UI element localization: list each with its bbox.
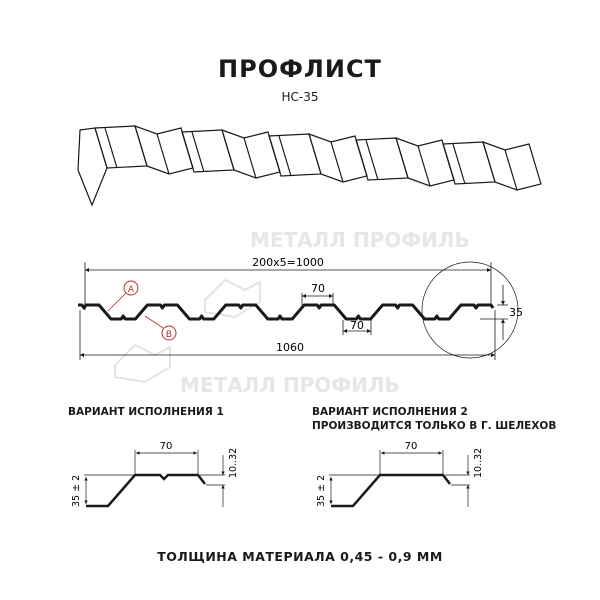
- marker-b-label: B: [166, 330, 172, 340]
- variant1-detail: [84, 450, 225, 508]
- v1-width-label: 70: [160, 441, 173, 452]
- total-width-label: 1060: [276, 341, 304, 354]
- watermark-text: МЕТАЛЛ ПРОФИЛЬ: [250, 228, 470, 252]
- height-label: 35: [509, 306, 523, 319]
- v2-width-label: 70: [405, 441, 418, 452]
- span-label: 200x5=1000: [252, 256, 324, 269]
- variant2-note: ПРОИЗВОДИТСЯ ТОЛЬКО В Г. ШЕЛЕХОВ: [312, 420, 557, 432]
- watermark-text: МЕТАЛЛ ПРОФИЛЬ: [180, 373, 400, 397]
- variant2-label: ВАРИАНТ ИСПОЛНЕНИЯ 2: [312, 406, 468, 418]
- profile-section: [78, 303, 495, 321]
- v1-height-label: 35 ± 2: [71, 475, 82, 507]
- marker-a-label: A: [128, 285, 135, 295]
- variant1-label: ВАРИАНТ ИСПОЛНЕНИЯ 1: [68, 406, 224, 418]
- marker-b: [161, 325, 177, 341]
- variant2-detail: [329, 450, 470, 508]
- profile-code: НС-35: [281, 90, 319, 104]
- v2-lip-label: 10..32: [473, 448, 484, 478]
- dimension-lines: [79, 261, 519, 360]
- marker-a: [123, 280, 139, 296]
- corrugated-sheet-illustration: [77, 125, 542, 207]
- page-title: ПРОФЛИСТ: [218, 55, 382, 83]
- v2-height-label: 35 ± 2: [316, 475, 327, 507]
- bottom-width-label: 70: [350, 319, 364, 332]
- v1-lip-label: 10..32: [228, 448, 239, 478]
- material-thickness: ТОЛЩИНА МАТЕРИАЛА 0,45 - 0,9 ММ: [157, 549, 443, 564]
- top-width-label: 70: [311, 282, 325, 295]
- watermark: [114, 278, 261, 384]
